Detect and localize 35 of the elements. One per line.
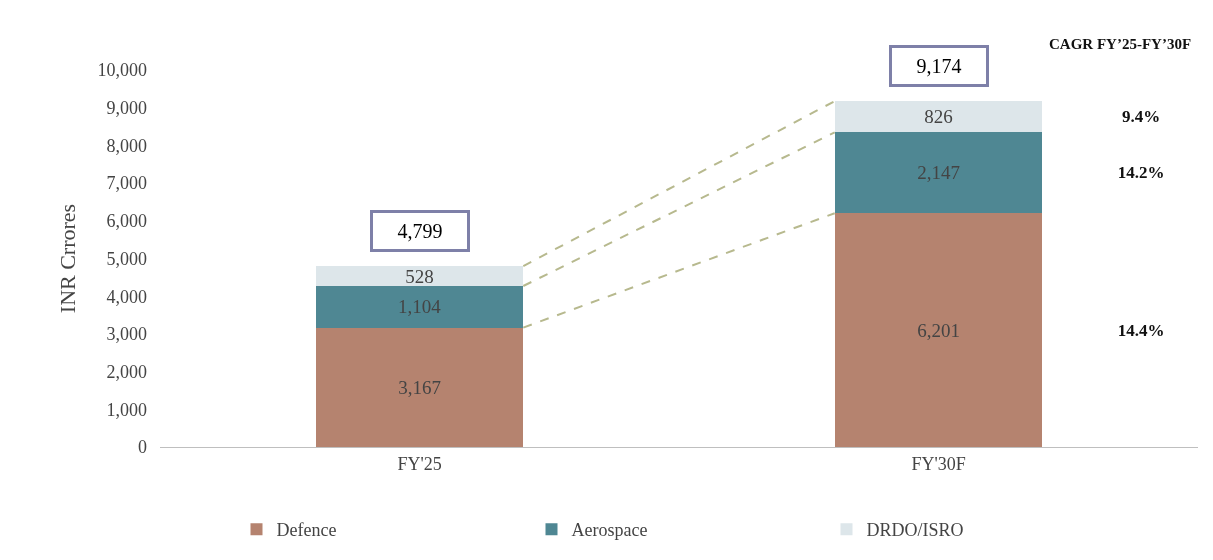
y-tick-label: 5,000 [106, 248, 147, 269]
bar [834, 213, 1043, 447]
x-tick-label: FY'25 [397, 453, 442, 474]
y-tick-label: 6,000 [106, 211, 147, 232]
bar [315, 285, 524, 328]
y-tick-label: 0 [138, 437, 147, 458]
data-label: 2,147 [917, 162, 960, 184]
total-label: 9,174 [916, 55, 962, 77]
y-tick-label: 9,000 [106, 98, 147, 118]
bar [315, 266, 524, 286]
y-tick-label: 1,000 [106, 399, 147, 420]
annotation: 14.4% [1117, 321, 1165, 340]
bar [834, 132, 1043, 214]
annotation: 14.2% [1117, 163, 1165, 182]
data-label: 3,167 [398, 376, 441, 398]
data-label: 6,201 [917, 319, 960, 341]
y-axis-title: INR Crrores [55, 203, 81, 314]
y-tick-label: 8,000 [106, 135, 147, 156]
bar [315, 327, 524, 447]
y-tick-label: 7,000 [106, 173, 147, 194]
text: CAGR FY’25-FY’30F [1049, 36, 1192, 52]
y-tick-label: 2,000 [106, 361, 147, 382]
y-tick-label: 4,000 [106, 286, 147, 307]
legend-label: Defence [276, 520, 337, 541]
bar [834, 101, 1043, 133]
x-tick-label: FY'30F [911, 453, 966, 474]
data-label: 1,104 [397, 296, 442, 318]
data-label: 528 [405, 265, 434, 287]
y-tick-label: 3,000 [106, 324, 147, 345]
legend-label: DRDO/ISRO [866, 520, 964, 541]
legend-label: Aerospace [571, 520, 648, 541]
y-tick-label: 10,000 [97, 60, 147, 81]
annotation: 9.4% [1121, 107, 1161, 126]
data-label: 826 [924, 106, 953, 128]
total-label: 4,799 [397, 220, 443, 242]
